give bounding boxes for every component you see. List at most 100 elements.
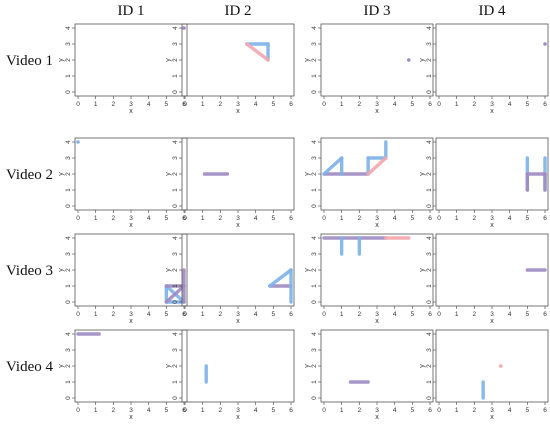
y-tick-label: 3	[65, 348, 72, 352]
y-tick-label: 1	[311, 188, 318, 192]
x-tick-label: 1	[201, 215, 205, 222]
y-tick-label: 4	[172, 26, 179, 30]
x-tick-label: 1	[455, 101, 459, 108]
x-tick-label: 0	[322, 407, 326, 414]
y-tick-label: 1	[65, 188, 72, 192]
x-tick-label: 1	[340, 407, 344, 414]
x-tick-label: 3	[236, 407, 240, 414]
x-tick-label: 5	[526, 311, 530, 318]
x-tick-label: 3	[129, 311, 133, 318]
plot-frame	[435, 329, 549, 403]
y-tick-label: 2	[172, 172, 179, 176]
row-title: Video 3	[6, 263, 53, 279]
x-tick-label: 6	[182, 407, 186, 414]
x-tick-label: 3	[129, 215, 133, 222]
x-tick-label: 2	[219, 407, 223, 414]
x-tick-label: 5	[411, 215, 415, 222]
y-axis-label: y	[58, 364, 65, 368]
x-tick-label: 4	[254, 101, 258, 108]
y-tick-label: 0	[311, 396, 318, 400]
y-tick-label: 4	[311, 332, 318, 336]
y-axis-label: y	[419, 364, 426, 368]
x-tick-label: 4	[393, 407, 397, 414]
y-tick-label: 4	[65, 236, 72, 240]
x-tick-label: 1	[94, 215, 98, 222]
x-tick-label: 5	[165, 311, 169, 318]
y-tick-label: 2	[311, 58, 318, 62]
trajectory-point	[543, 42, 547, 46]
y-tick-label: 2	[172, 268, 179, 272]
y-tick-label: 1	[65, 380, 72, 384]
x-tick-label: 3	[375, 101, 379, 108]
x-tick-label: 2	[473, 215, 477, 222]
y-tick-label: 4	[172, 140, 179, 144]
y-axis-label: y	[165, 268, 172, 272]
x-tick-label: 5	[272, 215, 276, 222]
y-tick-label: 2	[311, 268, 318, 272]
x-tick-label: 3	[490, 101, 494, 108]
x-tick-label: 4	[147, 311, 151, 318]
x-tick-label: 4	[393, 101, 397, 108]
y-axis-label: y	[165, 364, 172, 368]
x-tick-label: 4	[393, 311, 397, 318]
x-tick-label: 0	[322, 215, 326, 222]
x-tick-label: 6	[182, 101, 186, 108]
x-tick-label: 3	[375, 215, 379, 222]
x-axis-label: x	[236, 414, 240, 421]
y-tick-label: 3	[311, 156, 318, 160]
y-tick-label: 0	[172, 90, 179, 94]
x-tick-label: 2	[358, 101, 362, 108]
y-tick-label: 0	[172, 204, 179, 208]
x-tick-label: 2	[219, 215, 223, 222]
y-tick-label: 3	[311, 348, 318, 352]
plot-frame	[181, 329, 295, 403]
y-tick-label: 3	[65, 42, 72, 46]
x-tick-label: 1	[94, 311, 98, 318]
x-tick-label: 6	[289, 215, 293, 222]
x-tick-label: 5	[165, 215, 169, 222]
x-axis-label: x	[129, 108, 133, 115]
row-title: Video 1	[6, 53, 53, 69]
x-tick-label: 4	[254, 311, 258, 318]
y-tick-label: 4	[311, 236, 318, 240]
y-tick-label: 0	[65, 90, 72, 94]
y-tick-label: 4	[65, 332, 72, 336]
x-tick-label: 2	[358, 311, 362, 318]
x-tick-label: 3	[129, 407, 133, 414]
y-tick-label: 1	[426, 74, 433, 78]
trajectory-point	[407, 58, 411, 62]
x-tick-label: 0	[322, 101, 326, 108]
x-tick-label: 6	[182, 215, 186, 222]
x-tick-label: 2	[358, 215, 362, 222]
x-tick-label: 4	[254, 215, 258, 222]
trajectory-point	[499, 364, 503, 368]
y-axis-label: y	[58, 58, 65, 62]
x-tick-label: 2	[219, 101, 223, 108]
x-tick-label: 3	[236, 215, 240, 222]
x-tick-label: 6	[289, 407, 293, 414]
y-tick-label: 1	[311, 380, 318, 384]
x-tick-label: 6	[428, 407, 432, 414]
x-tick-label: 3	[490, 407, 494, 414]
y-tick-label: 3	[65, 156, 72, 160]
x-axis-label: x	[375, 222, 379, 229]
x-axis-label: x	[375, 318, 379, 325]
x-axis-label: x	[375, 108, 379, 115]
y-axis-label: y	[304, 268, 311, 272]
y-tick-label: 4	[65, 26, 72, 30]
row-title: Video 4	[6, 359, 54, 375]
y-tick-label: 4	[426, 26, 433, 30]
x-tick-label: 2	[112, 101, 116, 108]
y-tick-label: 3	[172, 42, 179, 46]
x-axis-label: x	[490, 108, 494, 115]
y-tick-label: 2	[172, 58, 179, 62]
